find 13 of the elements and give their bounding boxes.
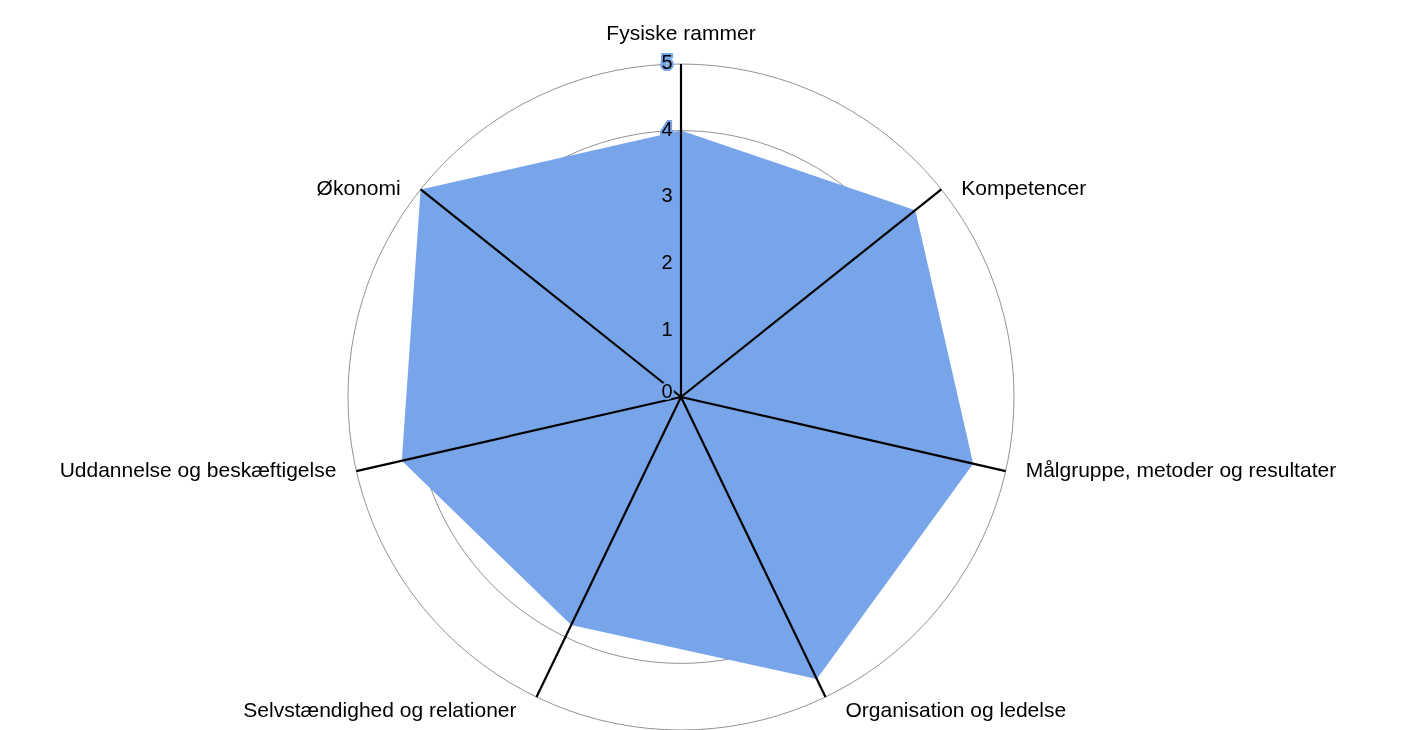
y-tick-label: 4 [661,117,673,140]
y-tick-label: 3 [661,184,673,207]
spoke-label: Målgruppe, metoder og resultater [1025,457,1337,481]
y-tick-label: 1 [661,317,673,340]
y-tick-label: 2 [661,251,673,274]
y-tick-label: 5 [661,51,673,74]
spoke-label: Fysiske rammer [606,20,756,44]
spoke-label: Selvstændighed og relationer [243,697,517,721]
y-tick-label: 0 [661,380,673,403]
spoke-label: Kompetencer [961,175,1087,199]
spoke-label: Økonomi [316,175,401,199]
spoke-label: Uddannelse og beskæftigelse [59,457,337,481]
spoke-label: Organisation og ledelse [845,697,1067,721]
